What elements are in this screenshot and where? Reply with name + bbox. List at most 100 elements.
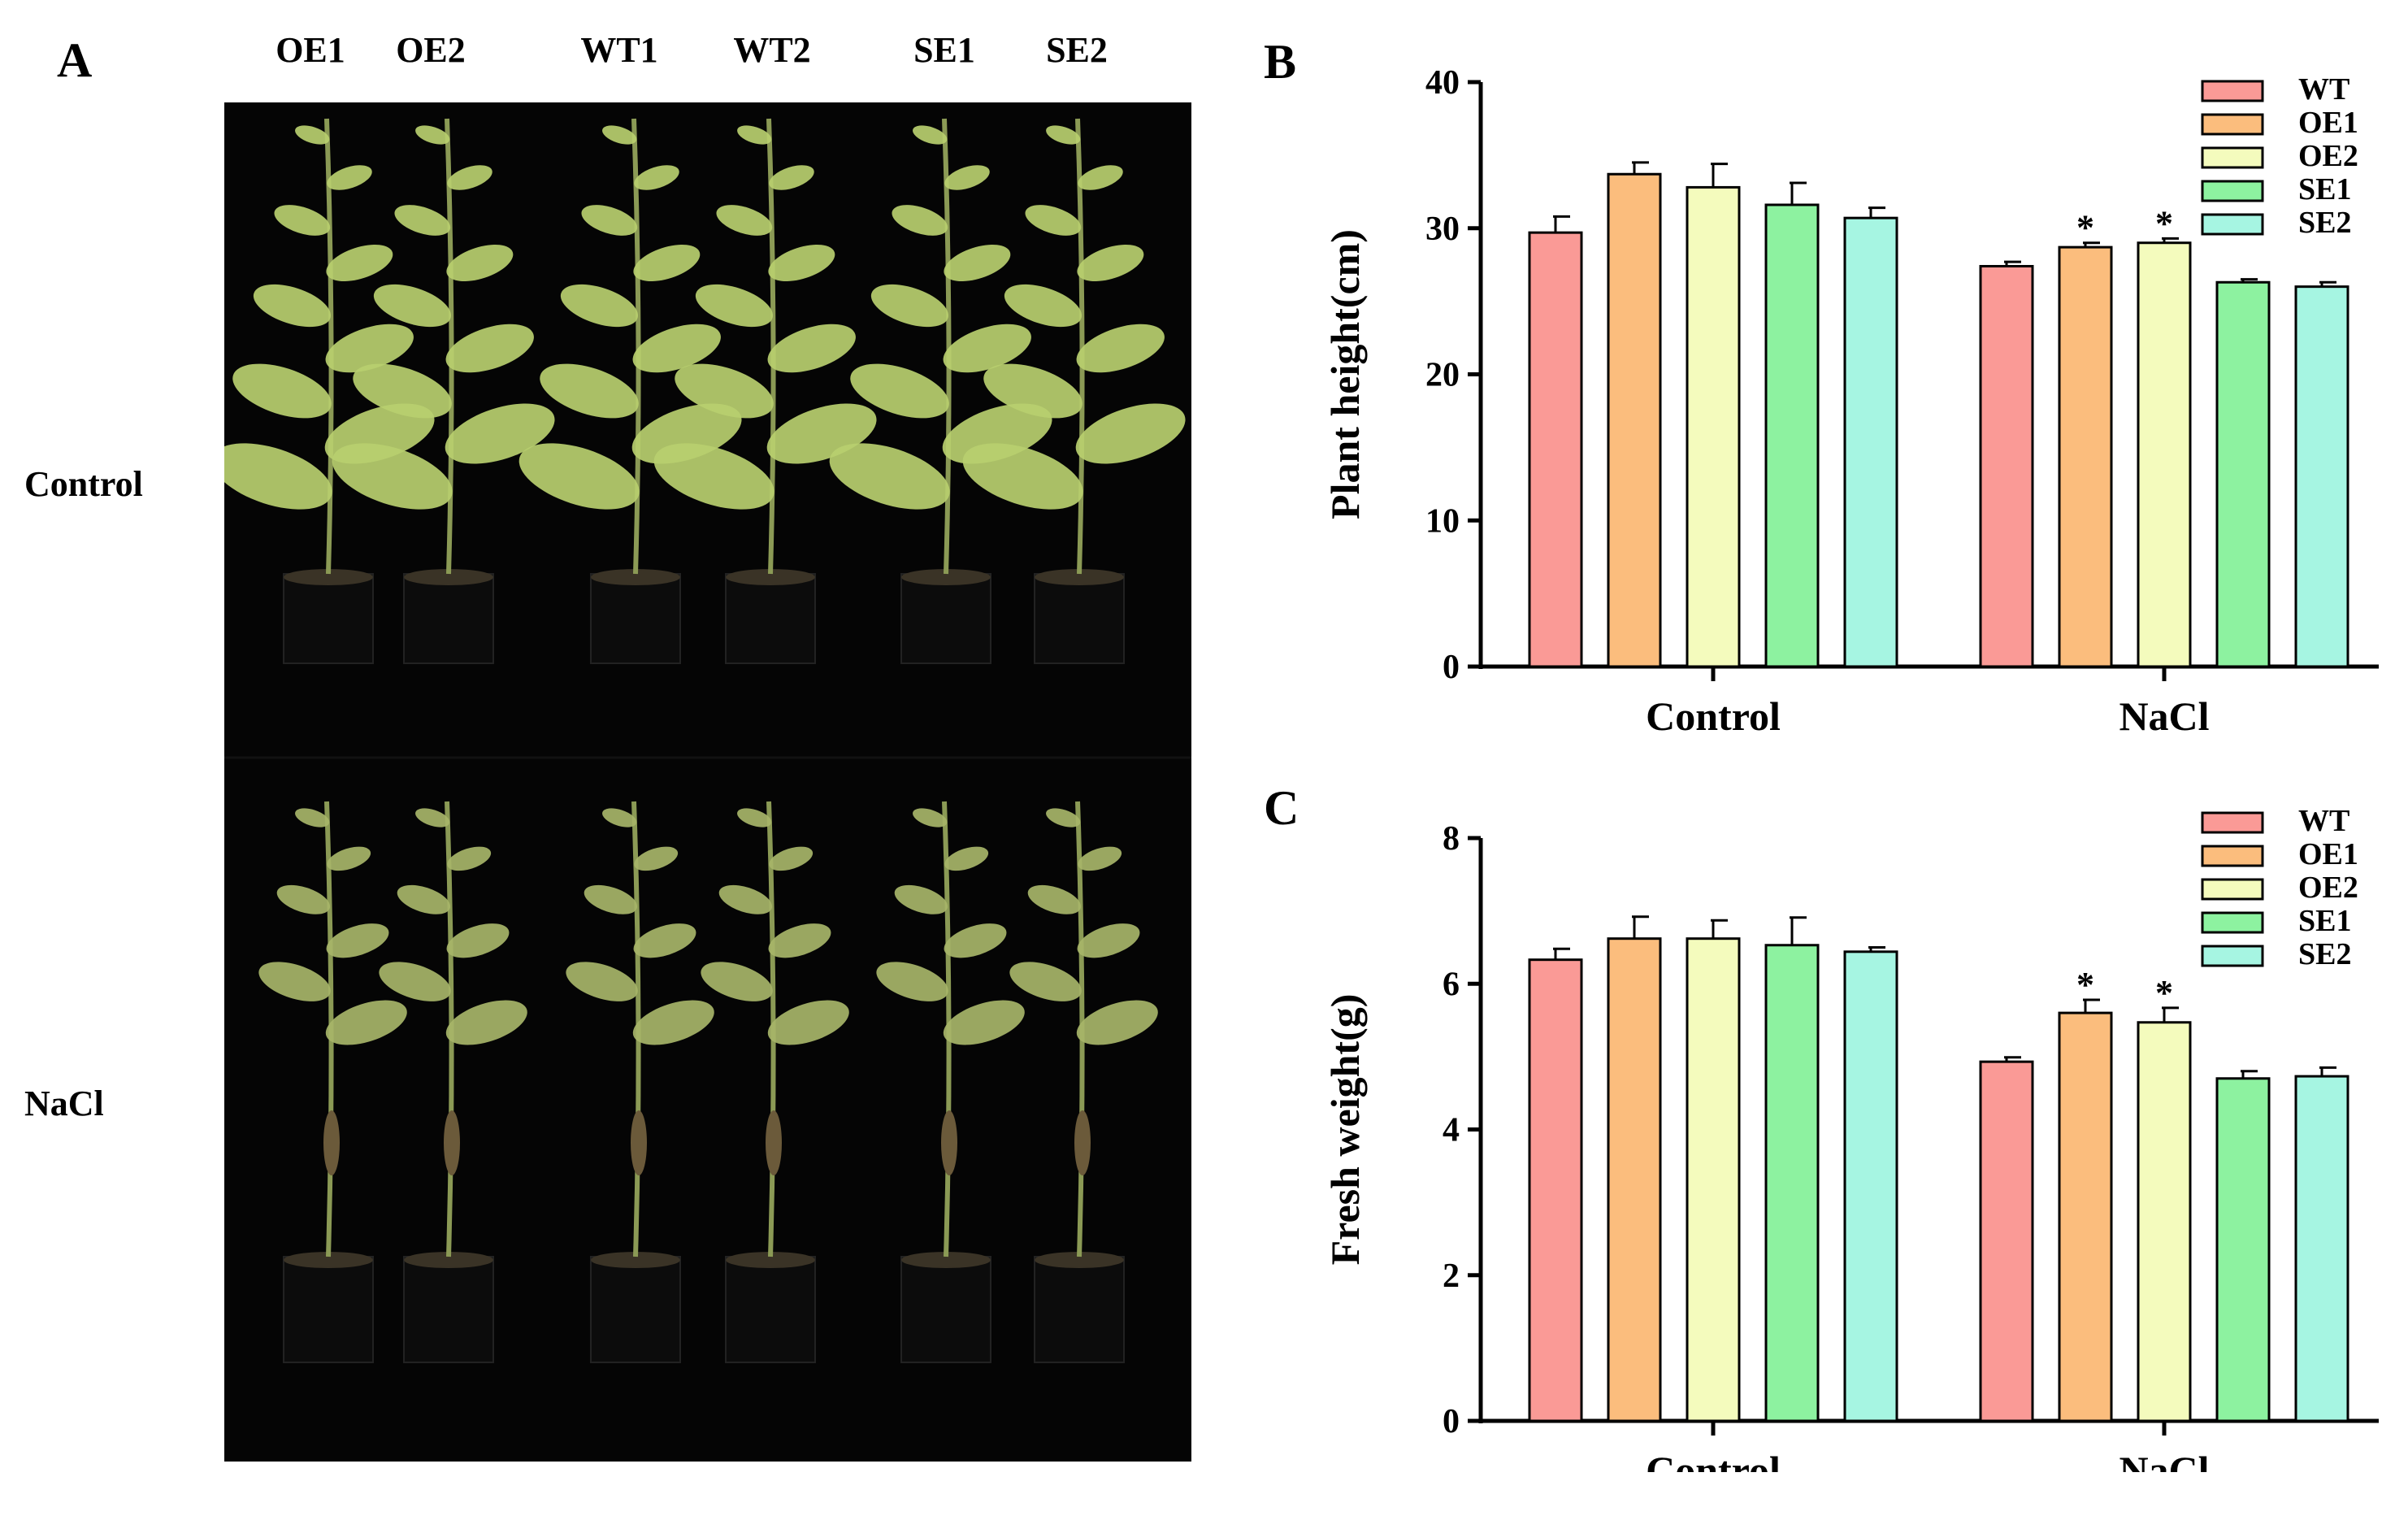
leaf (633, 244, 701, 282)
dead-leaf (766, 1110, 782, 1175)
leaf (224, 443, 332, 510)
y-tick-label: 6 (1443, 966, 1460, 1003)
soil (591, 1252, 680, 1268)
pot (283, 1256, 374, 1363)
bar-weight-nacl-wt (1979, 1060, 2034, 1423)
leaf (944, 165, 990, 190)
leaf (232, 363, 332, 419)
leaf (1076, 1000, 1158, 1045)
legend-label-oe1: OE1 (2298, 106, 2358, 140)
legend-swatch-oe2 (2201, 878, 2264, 901)
soil (1035, 1252, 1124, 1268)
leaf (913, 808, 948, 827)
leaf (379, 962, 451, 1001)
leaf (1004, 284, 1083, 328)
leaf (581, 205, 638, 236)
y-tick-label: 0 (1443, 649, 1460, 686)
leaf (373, 284, 452, 328)
leaf (634, 165, 679, 190)
legend-label-oe2: OE2 (2298, 871, 2358, 905)
soil (901, 569, 991, 585)
plant-control-se2 (962, 118, 1186, 664)
leaf (962, 443, 1083, 510)
bar-height-nacl-se2 (2294, 285, 2349, 668)
legend-label-se1: SE1 (2298, 904, 2351, 938)
genotype-label-wt2: WT2 (733, 30, 811, 70)
leaf (1027, 884, 1082, 914)
leaf (415, 808, 450, 827)
genotype-label-oe1: OE1 (276, 30, 345, 70)
leaf (1025, 205, 1082, 236)
soil (404, 1252, 493, 1268)
fresh-weight-chart: 0 2 4 6 8 Fresh weight(g) Control NaCl * * WTOE1OE… (1322, 804, 2379, 1472)
legend-swatch-se2 (2201, 213, 2264, 236)
plant-nacl-se2 (1009, 801, 1158, 1363)
leaf (1075, 403, 1186, 464)
leaf (1077, 923, 1140, 958)
leaf (560, 284, 639, 328)
pot (403, 573, 494, 664)
significance-mark: * (2155, 203, 2173, 243)
bar-weight-control-oe1 (1607, 937, 1662, 1423)
leaf (767, 1000, 849, 1045)
bar-height-control-oe2 (1686, 185, 1741, 668)
leaf (326, 244, 393, 282)
leaf (716, 205, 773, 236)
panel-c-letter: C (1264, 781, 1299, 835)
leaf (767, 324, 856, 373)
plant-nacl-oe1 (258, 801, 407, 1363)
leaf (718, 884, 773, 914)
leaf (768, 244, 835, 282)
leaf (258, 962, 331, 1001)
leaf (1076, 324, 1165, 373)
leaf (326, 923, 389, 958)
leaf (446, 923, 510, 958)
soil (901, 1252, 991, 1268)
genotype-label-wt1: WT1 (580, 30, 658, 70)
legend-label-oe2: OE2 (2298, 139, 2358, 173)
dead-leaf (631, 1110, 647, 1175)
leaf (325, 1000, 407, 1045)
legend-swatch-oe2 (2201, 146, 2264, 169)
y-tick-label: 8 (1443, 820, 1460, 858)
pot (1034, 573, 1125, 664)
leaf (769, 165, 814, 190)
legend-swatch-oe1 (2201, 845, 2264, 867)
dead-leaf (941, 1110, 957, 1175)
pot (590, 573, 681, 664)
legend-label-se1: SE1 (2298, 172, 2351, 206)
plant-control-oe2 (332, 118, 555, 664)
genotype-label-oe2: OE2 (396, 30, 466, 70)
x-category-label-nacl: NaCl (2119, 1448, 2209, 1472)
leaf (540, 363, 639, 419)
leaf (737, 808, 772, 827)
leaf (675, 363, 774, 419)
row-label-control: Control (24, 464, 143, 504)
soil (284, 569, 373, 585)
soil (726, 569, 815, 585)
y-tick-label: 20 (1425, 357, 1460, 394)
pot (725, 573, 816, 664)
bar-weight-nacl-se1 (2215, 1077, 2271, 1423)
dead-leaf (323, 1110, 340, 1175)
leaf (415, 125, 450, 145)
leaf (584, 884, 638, 914)
leaf (653, 443, 774, 510)
bar-weight-control-se1 (1764, 944, 1820, 1423)
leaf (632, 1000, 714, 1045)
leaf (633, 923, 696, 958)
x-category-label-control: Control (1646, 1448, 1781, 1472)
significance-mark: * (2076, 965, 2094, 1005)
leaf (394, 205, 451, 236)
leaf (944, 846, 989, 871)
soil (284, 1252, 373, 1268)
soil (726, 1252, 815, 1268)
genotype-label-se1: SE1 (913, 30, 975, 70)
bar-weight-nacl-se2 (2294, 1075, 2349, 1423)
panel-a-letter: A (57, 33, 93, 87)
leaf (944, 244, 1011, 282)
y-tick-label: 40 (1425, 64, 1460, 102)
leaf (943, 324, 1031, 373)
leaf (983, 363, 1083, 419)
plant-control-wt2 (653, 118, 877, 664)
